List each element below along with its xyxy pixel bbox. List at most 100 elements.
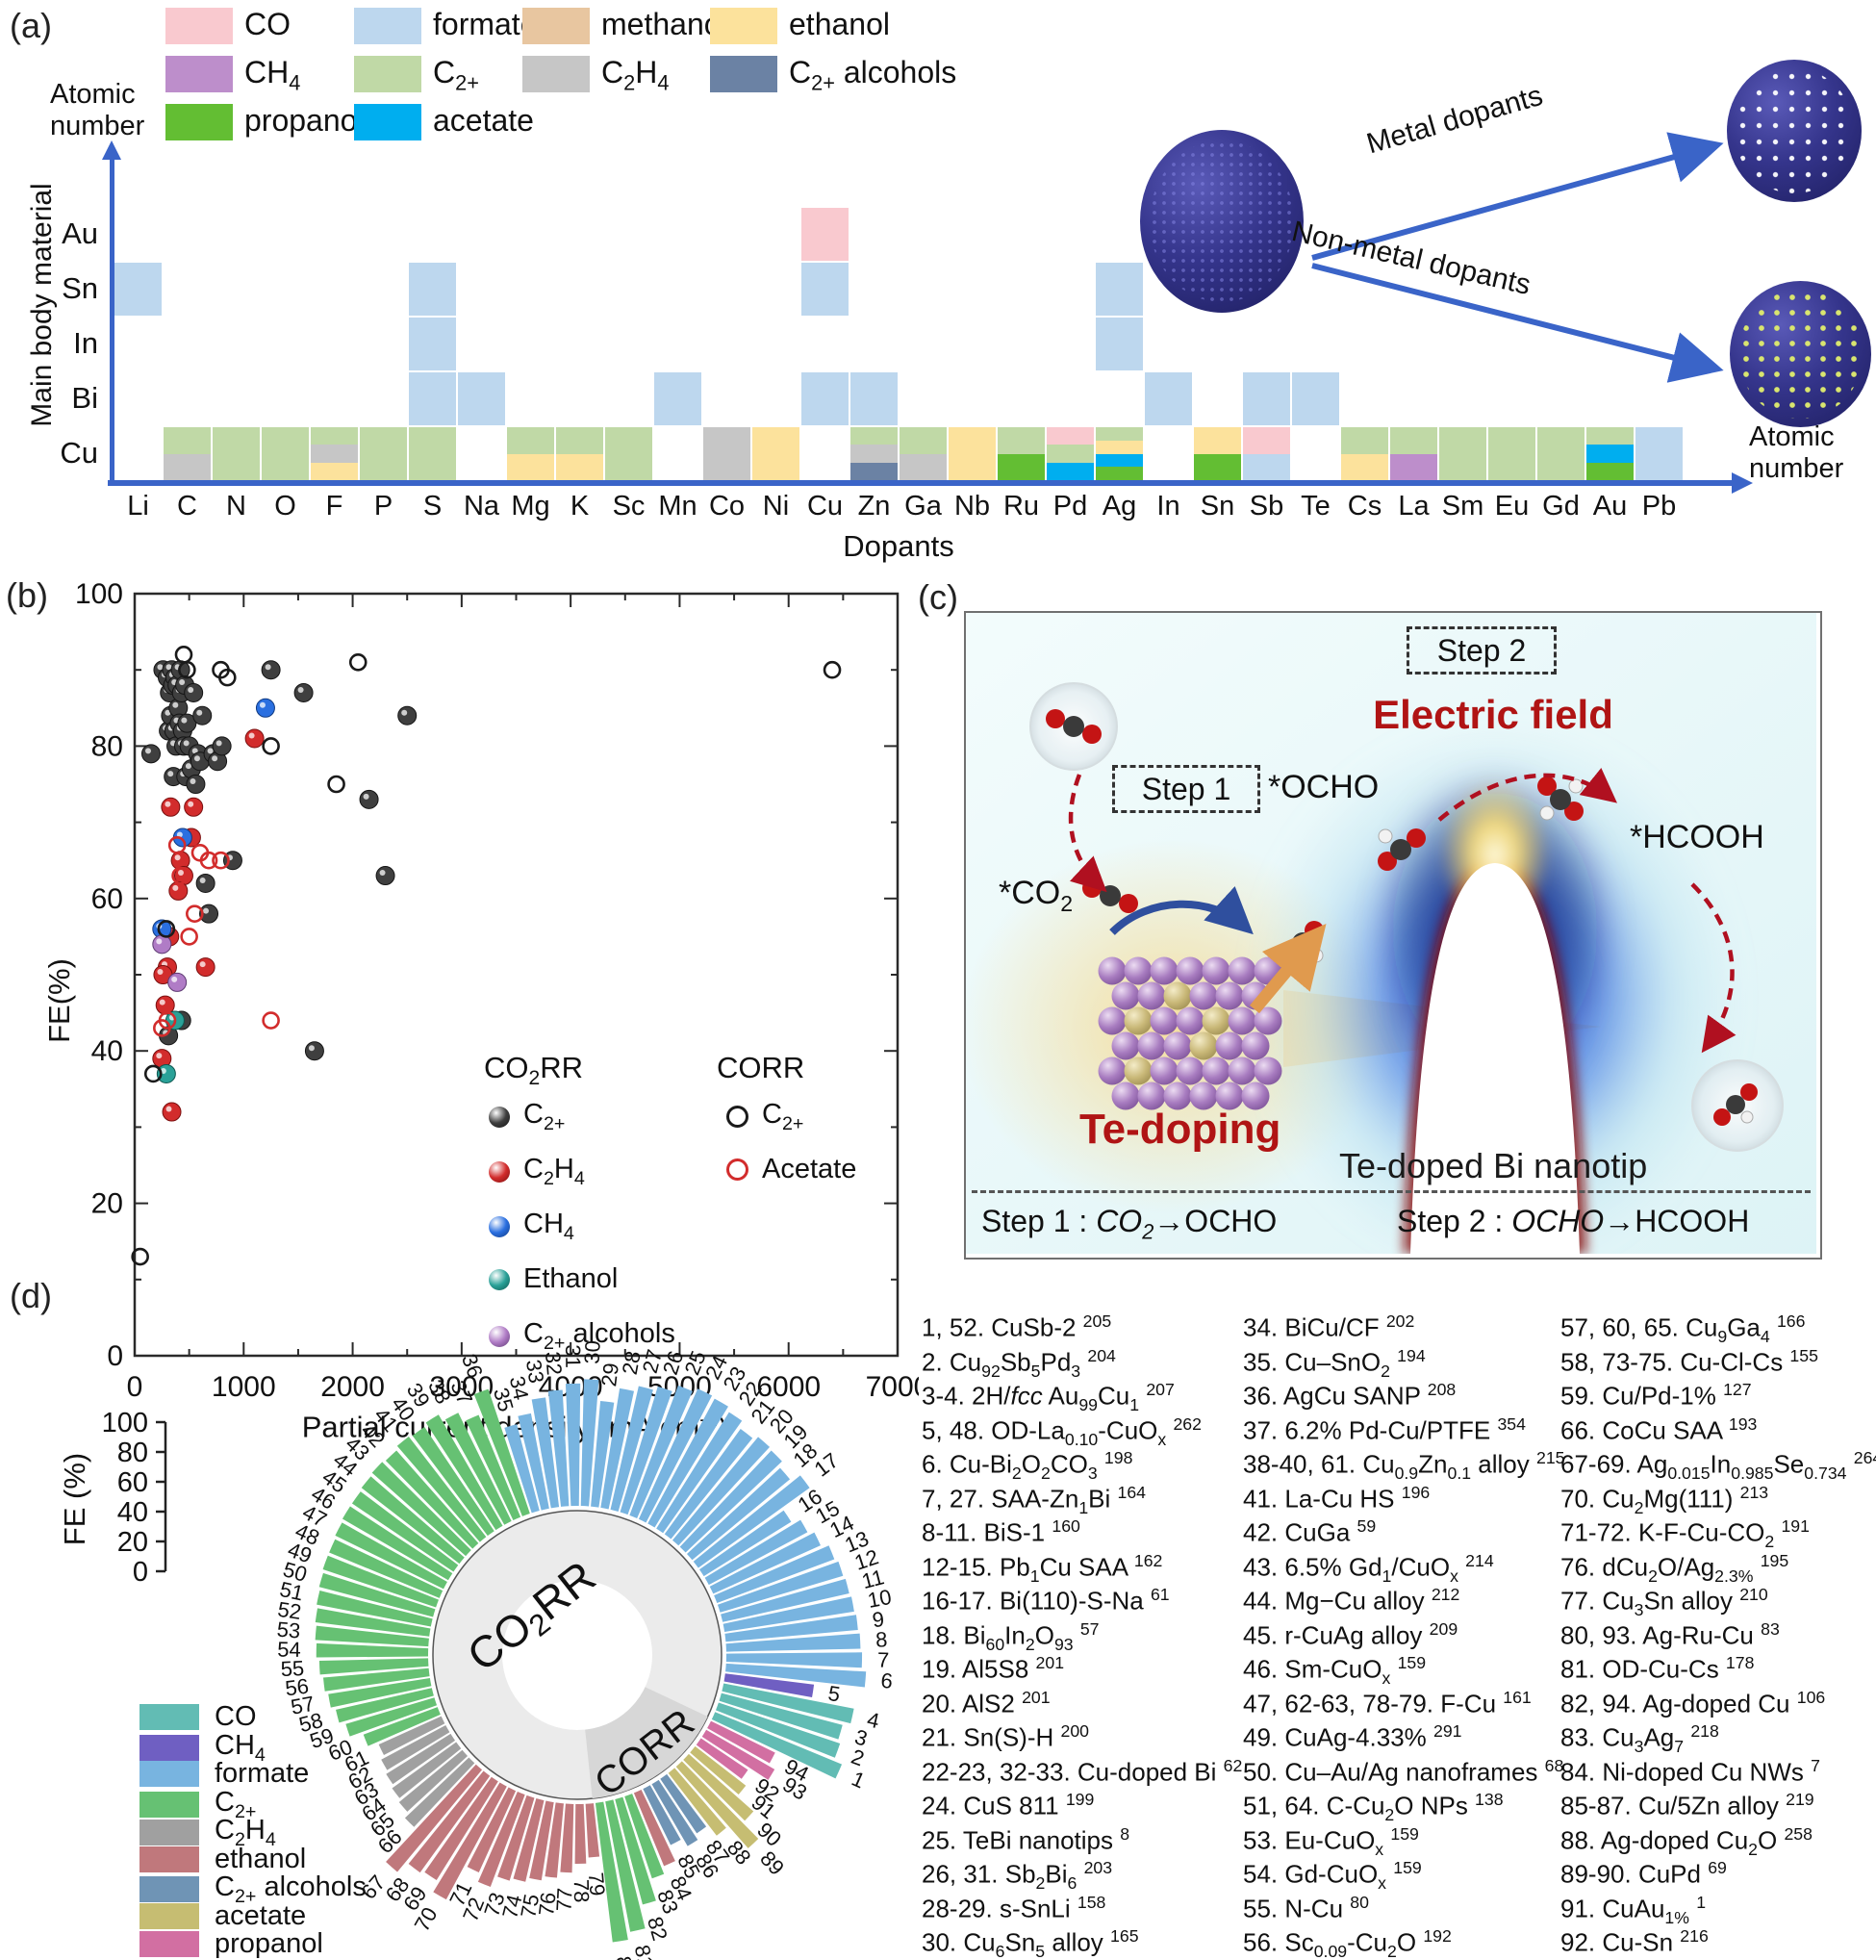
bi-atom — [1241, 1031, 1270, 1060]
dopant-label-Mn: Mn — [658, 491, 697, 522]
matrix-cell-Gd-Cu — [1537, 427, 1584, 480]
marker-c2alcohols-filled — [489, 1325, 510, 1347]
panel-c-letter: (c) — [918, 577, 958, 617]
radial-bar-34 — [518, 1413, 549, 1511]
product-slice-C2+ — [409, 427, 456, 480]
product-slice-formate — [850, 372, 898, 425]
legend-label: C2+ alcohols — [789, 55, 957, 95]
product-slice-ethanol — [1096, 440, 1143, 454]
radial-bar-94 — [707, 1720, 775, 1764]
radial-bar-49 — [322, 1555, 439, 1608]
product-slice-C2+ — [1096, 427, 1143, 441]
list-item: 36. AgCu SANP 208 — [1243, 1380, 1457, 1411]
radial-bar-70 — [433, 1782, 507, 1900]
nonmetal-doped-nanoparticle-image — [1730, 281, 1871, 427]
bar-number-76: 76 — [534, 1891, 561, 1917]
matrix-cell-Cu-Sn — [801, 263, 849, 316]
step1-box: Step 1 — [1112, 765, 1260, 813]
matrix-cell-Cu-Au — [801, 208, 849, 261]
radial-bar-40 — [412, 1427, 494, 1537]
row-label-Bi: Bi — [71, 381, 98, 415]
product-slice-ethanol — [556, 453, 603, 480]
svg-text:20: 20 — [117, 1527, 148, 1558]
dopant-label-K: K — [570, 491, 590, 522]
matrix-cell-F-Cu — [311, 427, 358, 480]
equation-step2: Step 2 : OCHO→HCOOH — [1397, 1204, 1750, 1238]
product-slice-C2+ — [213, 427, 260, 480]
legend-label: methanol — [601, 7, 728, 41]
svg-text:100: 100 — [75, 578, 123, 610]
radial-bar-38 — [444, 1413, 512, 1525]
radial-bar-30 — [580, 1379, 599, 1507]
radial-legend-item-C2+ alcohols: C2+ alcohols — [139, 1871, 367, 1908]
radial-bar-57 — [328, 1678, 432, 1708]
dopant-label-Pd: Pd — [1052, 491, 1088, 522]
radial-bar-28 — [600, 1387, 634, 1510]
product-slice-formate — [801, 372, 849, 425]
dopant-label-La: La — [1398, 491, 1430, 522]
host-nanoparticle-texture — [1150, 140, 1294, 302]
catalyst-list-col3: 57, 60, 65. Cu9Ga4 166 58, 73-75. Cu-Cl-C… — [1560, 1305, 1876, 1957]
legend-label: formate — [215, 1758, 310, 1789]
radial-bar-76 — [545, 1802, 564, 1878]
legend-swatch-formate — [139, 1761, 199, 1787]
legend-swatch-ethanol — [710, 8, 777, 44]
product-slice-formate — [1096, 318, 1143, 370]
panel-a-letter: (a) — [10, 6, 52, 45]
list-item: 84. Ni-doped Cu NWs 7 — [1560, 1755, 1820, 1787]
radial-bar-25 — [629, 1385, 693, 1518]
bar-number-78: 78 — [570, 1879, 594, 1903]
svg-text:0: 0 — [107, 1340, 123, 1372]
list-item: 43. 6.5% Gd1/CuOx 214 — [1243, 1550, 1494, 1586]
product-slice-formate — [458, 372, 505, 425]
panel-b-letter: (b) — [6, 575, 48, 615]
dopant-label-P: P — [373, 491, 393, 522]
product-slice-ethanol — [752, 427, 799, 480]
bi-atom — [1098, 1006, 1127, 1035]
bar-number-10: 10 — [866, 1585, 894, 1613]
legend-swatch-C2+ — [354, 56, 421, 92]
dopant-branch-arrows — [1311, 132, 1724, 383]
list-item: 5, 48. OD-La0.10-CuOx 262 — [922, 1413, 1202, 1449]
list-item: 54. Gd-CuOx 159 — [1243, 1858, 1422, 1893]
panel-a-xaxis-title: Atomic number — [1749, 421, 1844, 484]
dopant-label-Sn: Sn — [1200, 491, 1235, 522]
list-item: 41. La-Cu HS 196 — [1243, 1482, 1431, 1514]
bar-number-28: 28 — [618, 1349, 646, 1377]
legend-label: CO — [244, 7, 291, 41]
list-item: 92. Cu-Sn 216 — [1560, 1926, 1709, 1957]
radial-bar-62 — [381, 1724, 450, 1770]
product-slice-propanol — [1194, 453, 1241, 480]
matrix-cell-Ga-Cu — [900, 427, 947, 480]
bi-atom — [1111, 1082, 1140, 1110]
legend-label: acetate — [215, 1899, 307, 1931]
list-item: 18. Bi60In2O93 57 — [922, 1618, 1100, 1654]
radial-bar-18 — [686, 1467, 791, 1561]
radial-bar-87 — [660, 1773, 707, 1834]
matrix-cell-In-Bi — [1145, 372, 1192, 425]
product-slice-ethanol — [949, 427, 996, 480]
svg-text:80: 80 — [117, 1438, 148, 1468]
radial-legend-item-C2+: C2+ — [139, 1787, 256, 1823]
te-atom — [1124, 1056, 1153, 1085]
legend-swatch-methanol — [522, 8, 590, 44]
radial-bar-88 — [668, 1768, 726, 1836]
corr-ring-sector — [585, 1687, 708, 1799]
radial-bar-89 — [675, 1761, 759, 1848]
radial-bar-19 — [679, 1450, 782, 1553]
bi-atom — [1215, 981, 1244, 1010]
list-item: 77. Cu3Sn alloy 210 — [1560, 1585, 1768, 1619]
legend-item: Acetate — [726, 1154, 856, 1185]
list-item: 85-87. Cu/5Zn alloy 219 — [1560, 1790, 1814, 1820]
list-item: 66. CoCu SAA 193 — [1560, 1413, 1758, 1445]
dopant-label-Te: Te — [1301, 491, 1331, 522]
product-slice-CO — [801, 208, 849, 261]
legend-swatch-C2+ — [139, 1791, 199, 1818]
radial-bar-46 — [342, 1506, 453, 1581]
host-nanoparticle-image — [1140, 130, 1304, 313]
bi-atom — [1124, 956, 1153, 985]
radial-bar-92 — [696, 1738, 748, 1779]
list-item: 20. AlS2 201 — [922, 1687, 1051, 1718]
matrix-cell-Ag-Cu — [1096, 427, 1143, 480]
